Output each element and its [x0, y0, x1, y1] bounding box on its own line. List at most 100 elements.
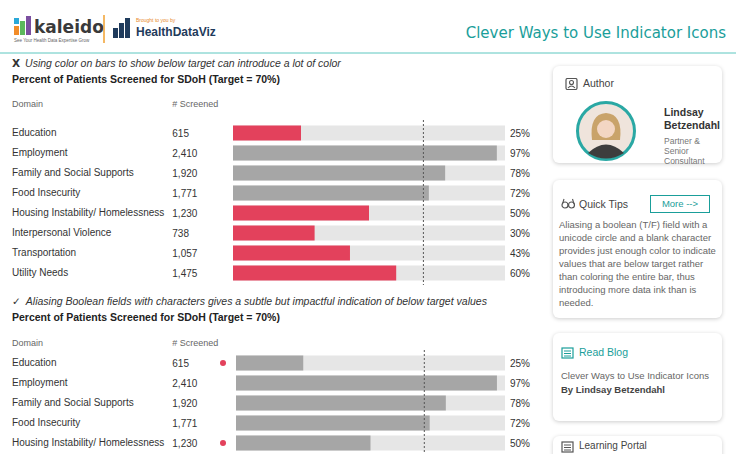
category-label: Family and Social Supports	[12, 167, 134, 178]
category-tick: Housing Instability/ Homelessness	[12, 437, 164, 448]
category-tick: Housing Instability/ Homelessness	[12, 207, 164, 218]
screened-count: 1,230	[172, 208, 197, 219]
icon-part	[564, 351, 571, 352]
category-label: Interpersonal Violence	[12, 227, 112, 238]
logo-icon	[14, 18, 19, 24]
icon	[565, 78, 579, 90]
category-axis: EducationEmploymentFamily and Social Sup…	[12, 354, 164, 454]
card-heading[interactable]: Read Blog	[579, 346, 628, 358]
card-heading: Quick Tips	[579, 198, 628, 210]
category-tick: Family and Social Supports	[12, 397, 134, 408]
screened-count: 2,410	[172, 148, 197, 159]
category-label: Food Insecurity	[12, 187, 80, 198]
data-label: 60%	[510, 268, 530, 279]
bar	[233, 146, 497, 161]
avatar-ring	[578, 103, 635, 160]
track	[233, 146, 505, 161]
data-label: 25%	[510, 358, 530, 369]
bar	[236, 396, 446, 411]
logo-icon	[20, 21, 25, 35]
card-heading: Author	[583, 77, 614, 89]
track	[236, 416, 505, 431]
logo-icon	[26, 16, 31, 35]
screened-count: 1,920	[172, 398, 197, 409]
track	[233, 226, 505, 241]
column-header: Domain	[12, 338, 43, 348]
icon-part	[564, 447, 571, 448]
category-tick: Utility Needs	[12, 267, 68, 278]
screened-count: 1,771	[172, 418, 197, 429]
data-label: 50%	[510, 208, 530, 219]
partner-name: HealthDataViz	[136, 25, 216, 39]
icon	[561, 198, 575, 210]
page-title: Clever Ways to Use Indicator Icons	[466, 24, 726, 42]
bar	[233, 206, 369, 221]
partner-tagline: Brought to you by	[136, 17, 176, 23]
icon-part	[570, 81, 574, 85]
blog-byline: By Lindsay Betzendahl	[561, 383, 716, 396]
card-heading[interactable]: Learning Portal	[579, 440, 647, 452]
blog-card: Read Blog Clever Ways to Use Indicator Ic…	[553, 333, 722, 421]
subtitle-text: Aliasing Boolean fields with characters …	[25, 295, 488, 307]
partner-icon	[119, 23, 124, 38]
data-label: 50%	[510, 438, 530, 449]
blog-title: Clever Ways to Use Indicator Icons	[561, 369, 716, 382]
target-line	[424, 350, 425, 454]
category-label: Transportation	[12, 247, 76, 258]
category-tick: Food Insecurity	[12, 417, 80, 428]
track	[233, 126, 505, 141]
track	[233, 206, 505, 221]
category-tick: Food Insecurity	[12, 187, 80, 198]
icon-part	[568, 86, 575, 88]
track	[236, 376, 505, 391]
track	[236, 436, 505, 451]
partner-icon	[113, 28, 118, 38]
subtitle-icon: X	[12, 57, 20, 69]
subtitle-text: Using color on bars to show below target…	[25, 57, 341, 69]
category-tick: Interpersonal Violence	[12, 227, 112, 238]
target-line	[423, 120, 424, 285]
chart: ✓ Aliasing Boolean fields with characters…	[0, 290, 548, 454]
screened-count: 1,771	[172, 188, 197, 199]
bar	[233, 166, 445, 181]
subtitle: ✓ Aliasing Boolean fields with characters…	[12, 295, 488, 307]
data-label: 72%	[510, 188, 530, 199]
chart-title: Percent of Patients Screened for SDoH (T…	[12, 73, 280, 85]
icon-part	[562, 348, 573, 358]
avatar-hair	[592, 113, 621, 140]
category-tick: Education	[12, 357, 56, 368]
bar	[233, 226, 315, 241]
bar	[233, 186, 429, 201]
portal-card: Learning Portal	[553, 436, 722, 454]
screened-count: 1,057	[172, 248, 197, 259]
icon	[561, 347, 575, 359]
icon-part	[562, 442, 573, 452]
data-label: 78%	[510, 168, 530, 179]
screened-count: 2,410	[172, 378, 197, 389]
icon-part	[564, 356, 571, 357]
avatar-face	[597, 120, 615, 138]
bar	[233, 266, 396, 281]
subtitle-icon: ✓	[12, 295, 21, 307]
track	[233, 266, 505, 281]
indicator-dot	[220, 360, 226, 366]
more-button[interactable]: More -->	[650, 195, 710, 213]
data-label: 97%	[510, 378, 530, 389]
data-label: 97%	[510, 148, 530, 159]
track	[236, 396, 505, 411]
bar	[236, 416, 430, 431]
icon	[561, 441, 575, 453]
subtitle: X Using color on bars to show below targe…	[12, 57, 341, 69]
plot-area	[233, 126, 505, 281]
plot-area	[236, 356, 505, 451]
author-name: Lindsay Betzendahl	[664, 106, 720, 132]
icon-part	[563, 199, 575, 204]
data-label: 72%	[510, 418, 530, 429]
author-role: Partner & Senior Consultant	[664, 136, 720, 166]
bar	[233, 246, 350, 261]
bar	[233, 126, 301, 141]
indicator-dot	[220, 440, 226, 446]
track	[233, 166, 505, 181]
divider	[103, 15, 105, 43]
category-label: Housing Instability/ Homelessness	[12, 437, 164, 448]
